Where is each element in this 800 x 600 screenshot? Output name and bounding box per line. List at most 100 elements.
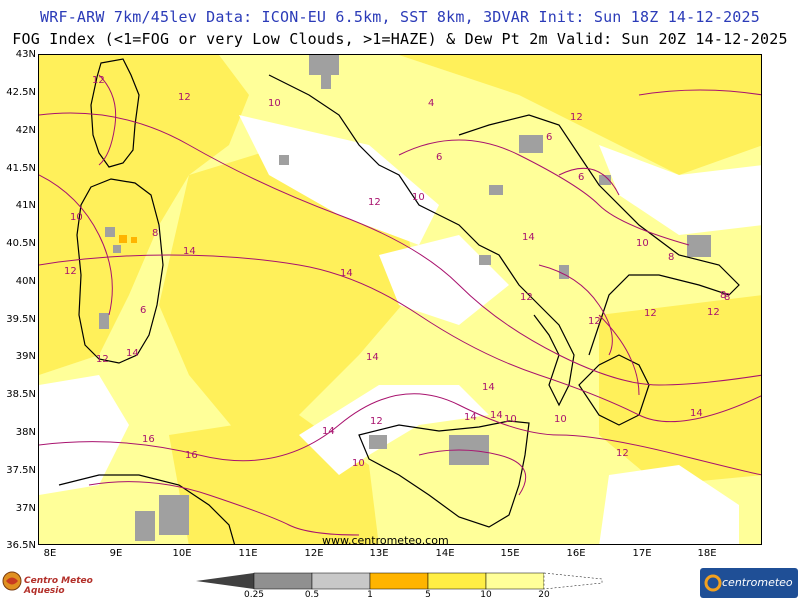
legend-label: 0.25 — [243, 590, 265, 600]
lon-label: 18E — [697, 548, 717, 559]
lat-label: 41.5N — [6, 163, 36, 174]
logo-ring-icon — [704, 574, 722, 592]
legend-label: 1 — [367, 590, 373, 600]
lat-label: 39.5N — [6, 314, 36, 325]
lon-label: 9E — [109, 548, 123, 559]
clear-zone — [599, 145, 761, 235]
map-panel — [38, 54, 762, 545]
contour-label: 8 — [668, 252, 675, 263]
haze-patch — [399, 55, 761, 175]
logo-left-text: Centro Meteo Aquesio — [24, 576, 93, 596]
contour-label: 10 — [412, 192, 425, 203]
legend-swatch — [369, 572, 429, 590]
haze-patch — [599, 295, 761, 485]
lon-label: 17E — [632, 548, 652, 559]
contour-label: 14 — [322, 426, 335, 437]
lat-label: 36.5N — [6, 540, 36, 551]
title-field-info: FOG Index (<1=FOG or very Low Clouds, >1… — [12, 30, 788, 48]
clear-zone — [299, 385, 489, 475]
contour-label: 10 — [636, 238, 649, 249]
lon-label: 12E — [304, 548, 324, 559]
contour-label: 14 — [464, 412, 477, 423]
website-credit: www.centrometeo.com — [322, 534, 449, 547]
contour-label: 12 — [570, 112, 583, 123]
contour-label: 14 — [482, 382, 495, 393]
lon-label: 14E — [435, 548, 455, 559]
title-model-info: WRF-ARW 7km/45lev Data: ICON-EU 6.5km, S… — [40, 8, 760, 26]
contour-label: 14 — [126, 348, 139, 359]
contour-label: 8 — [720, 290, 727, 301]
contour-label: 12 — [178, 92, 191, 103]
lat-label: 37N — [15, 503, 36, 514]
sicily-outline — [358, 420, 530, 528]
contour-label: 12 — [644, 308, 657, 319]
contour-label: 10 — [554, 414, 567, 425]
legend-label: 10 — [480, 590, 492, 600]
lat-label: 42.5N — [6, 87, 36, 98]
sardinia-outline — [76, 178, 164, 364]
lat-label: 40.5N — [6, 238, 36, 249]
lon-label: 13E — [369, 548, 389, 559]
legend-label: 0.5 — [304, 590, 320, 600]
centrometeo-logo: centrometeo — [700, 568, 798, 598]
clear-zone — [599, 465, 739, 544]
contour-label: 12 — [370, 416, 383, 427]
legend-swatch — [543, 572, 603, 590]
contour-label: 14 — [522, 232, 535, 243]
lat-label: 38N — [15, 427, 36, 438]
lat-label: 43N — [15, 49, 36, 60]
contour-label: 12 — [64, 266, 77, 277]
dewpoint-contours — [39, 74, 761, 536]
contour-label: 12 — [707, 307, 720, 318]
contour-label: 16 — [142, 434, 155, 445]
lat-label: 37.5N — [6, 465, 36, 476]
lat-label: 39N — [15, 351, 36, 362]
tunisia-coast — [58, 474, 236, 544]
legend-swatch — [427, 572, 487, 590]
contour-label: 14 — [690, 408, 703, 419]
clear-zone — [379, 235, 509, 325]
contour-label: 8 — [152, 228, 159, 239]
legend-label: 20 — [538, 590, 550, 600]
contour-label: 12 — [96, 354, 109, 365]
contour-label: 10 — [352, 458, 365, 469]
color-legend: 0.25 0.5 1 5 10 20 — [196, 571, 606, 600]
logo-globe-icon — [2, 571, 22, 591]
lat-label: 38.5N — [6, 389, 36, 400]
contour-label: 14 — [183, 246, 196, 257]
contour-label: 10 — [268, 98, 281, 109]
legend-swatch — [311, 572, 371, 590]
centro-meteo-aquesio-logo: Centro Meteo Aquesio — [2, 568, 132, 596]
clear-zone — [239, 115, 439, 245]
legend-swatch — [253, 572, 313, 590]
contour-label: 14 — [490, 410, 503, 421]
italy-west-coast — [268, 74, 575, 407]
contour-label: 8 — [724, 292, 731, 303]
lat-label: 41N — [15, 200, 36, 211]
lat-label: 40N — [15, 276, 36, 287]
haze-patch — [39, 55, 249, 375]
contour-label: 12 — [616, 448, 629, 459]
contour-label: 4 — [428, 98, 435, 109]
italy-east-coast — [458, 114, 740, 356]
logo-right-text: centrometeo — [722, 576, 793, 589]
contour-label: 14 — [340, 268, 353, 279]
lon-label: 16E — [566, 548, 586, 559]
lon-label: 8E — [43, 548, 57, 559]
contour-label: 6 — [546, 132, 553, 143]
fog-cells — [99, 55, 711, 541]
contour-label: 10 — [70, 212, 83, 223]
corsica-outline — [90, 58, 140, 168]
orange-cells — [119, 235, 137, 243]
legend-swatch — [196, 573, 254, 589]
contour-label: 14 — [366, 352, 379, 363]
lon-label: 15E — [500, 548, 520, 559]
contour-label: 6 — [140, 305, 147, 316]
legend-swatch — [485, 572, 545, 590]
contour-label: 12 — [520, 292, 533, 303]
contour-label: 16 — [185, 450, 198, 461]
clear-zone — [39, 375, 129, 495]
contour-label: 6 — [436, 152, 443, 163]
contour-label: 12 — [368, 197, 381, 208]
